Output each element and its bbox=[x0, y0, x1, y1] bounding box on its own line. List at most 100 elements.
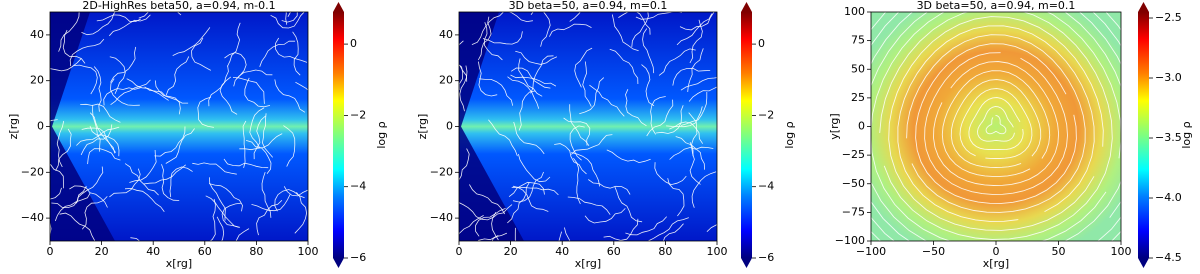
streamline bbox=[239, 133, 283, 151]
streamline bbox=[510, 67, 551, 89]
y-tick-label: −20 bbox=[430, 165, 453, 178]
streamline bbox=[574, 47, 593, 88]
streamline bbox=[69, 38, 105, 67]
plot-title: 3D beta=50, a=0.94, m=0.1 bbox=[917, 0, 1076, 12]
streamline bbox=[579, 77, 605, 115]
y-tick-label: −25 bbox=[842, 148, 865, 161]
streamline bbox=[569, 12, 581, 22]
x-tick-label: 0 bbox=[47, 245, 54, 258]
colorbar-label: log ρ bbox=[783, 121, 796, 148]
streamline bbox=[96, 14, 142, 23]
streamline bbox=[89, 125, 120, 157]
streamline bbox=[569, 104, 590, 146]
x-tick-label: 50 bbox=[1052, 245, 1066, 258]
colorbar-label: log ρ bbox=[1180, 121, 1193, 148]
streamline bbox=[81, 196, 108, 230]
plot-area bbox=[50, 12, 308, 241]
streamline bbox=[235, 228, 250, 241]
streamline bbox=[941, 70, 1051, 177]
streamline bbox=[676, 13, 713, 46]
y-tick-label: 20 bbox=[439, 74, 453, 87]
streamline bbox=[646, 99, 674, 137]
streamline bbox=[51, 185, 87, 209]
streamline bbox=[172, 27, 211, 56]
streamline bbox=[126, 78, 169, 101]
streamline bbox=[76, 126, 120, 146]
colorbar-tick-label: −3.5 bbox=[1155, 131, 1182, 144]
streamline bbox=[109, 14, 151, 37]
streamline bbox=[81, 12, 116, 36]
streamline bbox=[242, 120, 247, 169]
streamline bbox=[110, 78, 140, 106]
streamline bbox=[706, 224, 717, 232]
streamline bbox=[985, 115, 1007, 135]
streamline bbox=[491, 235, 499, 241]
x-tick-label: 40 bbox=[555, 245, 569, 258]
low-density-funnel bbox=[50, 12, 115, 241]
streamline bbox=[510, 74, 557, 87]
streamline bbox=[642, 28, 655, 74]
y-tick-label: −40 bbox=[430, 211, 453, 224]
streamline bbox=[530, 55, 554, 94]
streamline bbox=[459, 148, 470, 181]
streamline bbox=[50, 163, 64, 189]
streamline bbox=[513, 121, 545, 155]
colorbar-tick-label: −6 bbox=[758, 251, 774, 264]
streamline bbox=[675, 136, 705, 170]
streamline bbox=[459, 64, 464, 91]
streamline bbox=[679, 12, 715, 31]
streamline bbox=[143, 164, 186, 185]
streamline bbox=[87, 148, 121, 165]
streamline bbox=[933, 61, 1060, 186]
streamline bbox=[80, 103, 121, 123]
streamline bbox=[508, 12, 533, 23]
colorbar-extend-top bbox=[333, 2, 344, 12]
streamline bbox=[55, 128, 72, 171]
streamline bbox=[80, 124, 113, 156]
colorbar-tick-label: −4.5 bbox=[1155, 251, 1182, 264]
streamline bbox=[571, 134, 613, 155]
streamline bbox=[573, 158, 581, 205]
streamline bbox=[224, 52, 247, 80]
streamline bbox=[245, 140, 272, 175]
streamline bbox=[669, 146, 714, 160]
streamline bbox=[484, 22, 503, 61]
colorbar-tick-label: −2 bbox=[758, 108, 774, 121]
streamline bbox=[232, 77, 265, 104]
y-tick-label: −75 bbox=[842, 205, 865, 218]
streamline bbox=[588, 179, 631, 195]
colorbar-extend-top bbox=[741, 2, 752, 12]
streamline bbox=[654, 162, 687, 186]
streamline bbox=[625, 89, 647, 127]
y-tick-label: 20 bbox=[30, 74, 44, 87]
streamline bbox=[655, 105, 684, 134]
streamline bbox=[482, 31, 523, 45]
colorbar-tick-label: 0 bbox=[758, 37, 765, 50]
streamline bbox=[977, 106, 1015, 142]
y-tick-label: 75 bbox=[851, 34, 865, 47]
streamline bbox=[618, 12, 651, 35]
streamline bbox=[93, 66, 102, 112]
streamline bbox=[209, 177, 226, 221]
streamline bbox=[871, 12, 1121, 241]
x-tick-label: 60 bbox=[198, 245, 212, 258]
streamline bbox=[270, 12, 305, 29]
colorbar-tick-label: −6 bbox=[350, 251, 366, 264]
y-tick-label: −50 bbox=[842, 177, 865, 190]
streamline bbox=[59, 212, 96, 241]
streamline bbox=[672, 67, 711, 86]
colorbar bbox=[741, 12, 752, 258]
streamline bbox=[81, 127, 116, 154]
streamline bbox=[92, 104, 101, 152]
y-tick-label: −40 bbox=[21, 211, 44, 224]
streamline bbox=[518, 58, 543, 97]
streamline bbox=[906, 34, 1086, 213]
streamline bbox=[124, 163, 159, 196]
streamline bbox=[138, 12, 182, 19]
streamline bbox=[216, 216, 225, 241]
streamline bbox=[73, 64, 98, 95]
streamline bbox=[475, 208, 506, 237]
streamline bbox=[292, 31, 301, 76]
streamline bbox=[227, 22, 241, 67]
streamline bbox=[968, 97, 1024, 151]
